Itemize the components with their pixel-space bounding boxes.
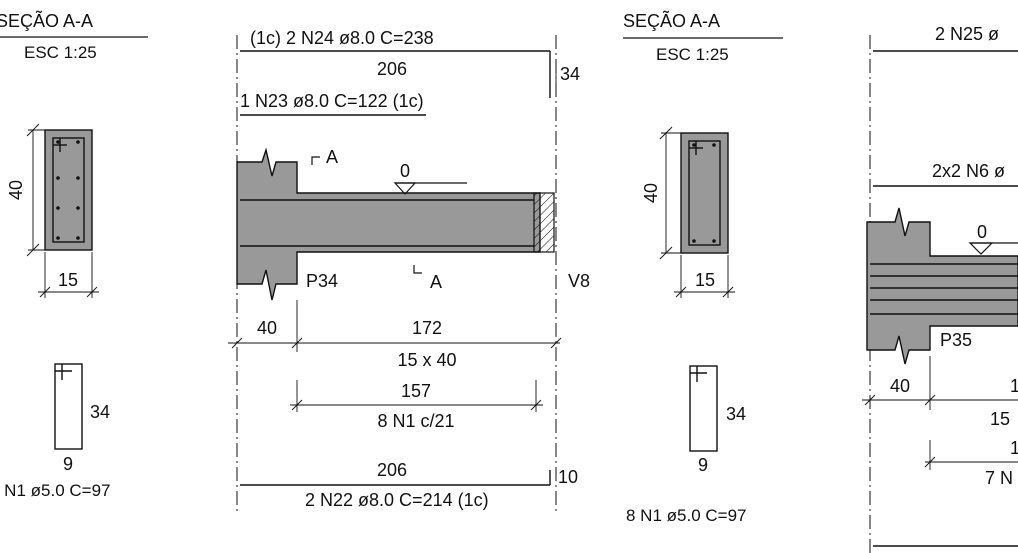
right-section-title: SEÇÃO A-A [623, 10, 720, 31]
bottom-bar-label: 2 N22 ø8.0 C=214 (1c) [305, 490, 489, 510]
right-stirrup-height: 34 [726, 404, 746, 424]
left-section-stirrup [52, 137, 85, 243]
left-height-dim: 40 [6, 180, 26, 200]
beam-end-label: V8 [568, 271, 590, 291]
left-section-view: SEÇÃO A-A ESC 1:25 40 15 34 9 [0, 10, 148, 500]
left-stirrup-detail [54, 363, 83, 450]
cut-label-bottom: A [430, 272, 442, 292]
right-mid-bar-label: 2x2 N6 ø [932, 161, 1005, 181]
stirrup-span: 157 [401, 381, 431, 401]
right-support-dim: 40 [890, 376, 910, 396]
pillar-label: P34 [306, 271, 338, 291]
right-section-rebars [692, 143, 716, 243]
bottom-bar-length: 206 [377, 460, 407, 480]
left-stirrup-label: 8 N1 ø5.0 C=97 [0, 481, 111, 500]
right-section-scale: ESC 1:25 [656, 45, 729, 64]
bottom-bar-hook-length: 10 [558, 467, 578, 487]
stirrup-spacing: 8 N1 c/21 [377, 411, 454, 431]
left-stirrup-width: 9 [63, 454, 73, 474]
left-section-rebars [56, 140, 80, 240]
support-dim: 40 [257, 318, 277, 338]
top-bar-label: (1c) 2 N24 ø8.0 C=238 [250, 28, 434, 48]
cut-mark-bottom [413, 265, 422, 274]
right-width-dim: 15 [695, 270, 715, 290]
right-beam-elevation: 2 N25 ø 2x2 N6 ø 0 P35 40 1 15 1 7 N [862, 24, 1018, 553]
right-pillar-label: P35 [940, 330, 972, 350]
right-stirrup-span: 1 [1010, 438, 1018, 458]
section-size: 15 x 40 [397, 350, 456, 370]
right-level-label: 0 [977, 222, 987, 242]
left-beam-elevation: (1c) 2 N24 ø8.0 C=238 206 34 1 N23 ø8.0 … [228, 28, 590, 512]
right-section-view: SEÇÃO A-A ESC 1:25 40 15 34 9 8 N1 ø5.0 … [623, 10, 783, 525]
left-beam-concrete [236, 147, 541, 301]
top-bar-length: 206 [377, 59, 407, 79]
right-level-marker [968, 242, 994, 255]
left-section-scale: ESC 1:25 [24, 43, 97, 62]
right-beam-concrete [866, 207, 1018, 365]
left-stirrup-height: 34 [90, 402, 110, 422]
left-section-concrete [44, 129, 93, 251]
right-stirrup-spacing: 7 N [985, 468, 1013, 488]
right-height-dim: 40 [641, 183, 661, 203]
left-section-title: SEÇÃO A-A [0, 10, 93, 31]
right-stirrup-label: 8 N1 ø5.0 C=97 [626, 506, 747, 525]
right-span-dim: 1 [1010, 376, 1018, 396]
left-width-dim: 15 [58, 270, 78, 290]
right-section-size: 15 [990, 409, 1010, 429]
right-section-stirrup [688, 140, 721, 246]
right-stirrup-detail [689, 365, 718, 452]
cut-mark-top [311, 156, 320, 165]
top-bar-hook-length: 34 [560, 64, 580, 84]
right-top-bar-label: 2 N25 ø [935, 24, 999, 44]
level-label: 0 [400, 161, 410, 181]
span-dim: 172 [412, 318, 442, 338]
right-section-concrete [680, 132, 729, 254]
right-stirrup-width: 9 [698, 455, 708, 475]
cut-label-top: A [326, 147, 338, 167]
mid-bar-label: 1 N23 ø8.0 C=122 (1c) [240, 91, 424, 111]
beam-end-hatch [533, 192, 555, 253]
